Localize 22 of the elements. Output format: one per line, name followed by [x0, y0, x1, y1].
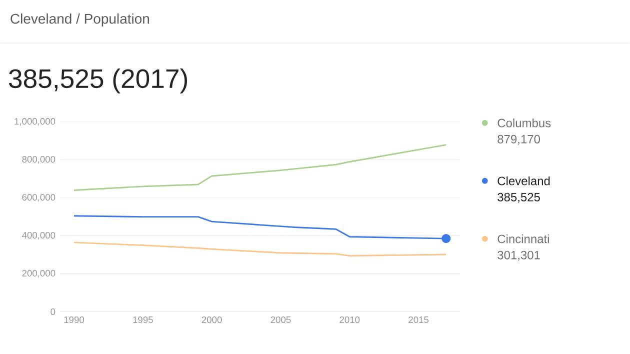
legend-label: Columbus	[498, 118, 551, 128]
text: 385,525	[498, 193, 540, 203]
text: 879,170	[498, 135, 540, 145]
x-tick-label: 2015	[408, 316, 428, 324]
chart-subtitle: 385,525 (2017)	[8, 68, 188, 94]
y-tick-label: 600,000	[22, 194, 56, 202]
y-tick-label: 400,000	[22, 232, 56, 240]
text: 301,301	[498, 250, 540, 261]
legend-label: Cleveland	[498, 176, 550, 186]
x-tick-label: 2010	[340, 316, 360, 324]
chart-title: Cleveland / Population	[10, 14, 150, 27]
y-tick-label: 0	[50, 308, 56, 316]
line-series	[73, 242, 447, 257]
line-series	[73, 144, 447, 192]
y-tick-label: 1,000,000	[14, 118, 56, 126]
y-tick-label: 800,000	[22, 156, 56, 164]
x-tick-label: 2000	[202, 316, 222, 324]
x-tick-label: 2005	[270, 316, 291, 324]
y-tick-label: 200,000	[22, 270, 56, 278]
x-tick-label: 1995	[133, 316, 153, 324]
x-tick-label: 1990	[64, 316, 84, 324]
legend-label: Cincinnati	[498, 234, 549, 244]
